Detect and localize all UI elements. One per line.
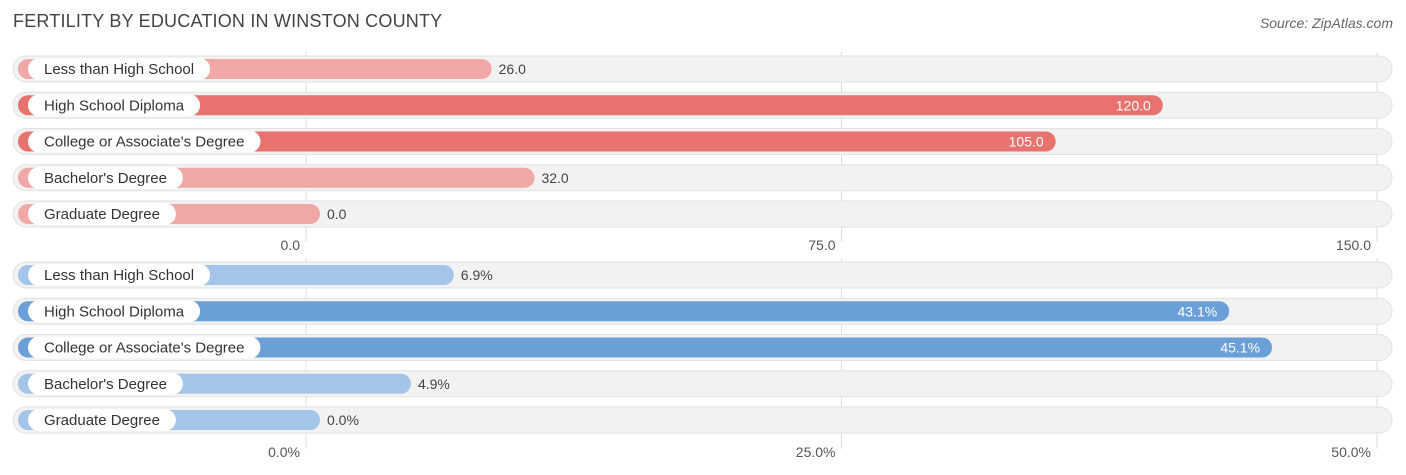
tick-label: 0.0 xyxy=(281,237,301,253)
tick-label: 0.0% xyxy=(268,444,300,460)
category-pill xyxy=(28,336,261,359)
chart-panel-2: Less than High School 6.9% High School Dip… xyxy=(12,258,1393,460)
chart-title: FERTILITY BY EDUCATION IN WINSTON COUNTY xyxy=(13,11,443,31)
value-label: 0.0% xyxy=(327,412,359,428)
category-label: Less than High School xyxy=(44,61,194,78)
bar xyxy=(18,301,1230,322)
tick-label: 50.0% xyxy=(1331,444,1371,460)
value-label: 0.0 xyxy=(327,206,347,222)
source-note: Source: ZipAtlas.com xyxy=(1259,15,1393,31)
category-pill xyxy=(28,58,211,80)
category-pill xyxy=(28,203,176,225)
category-label: Graduate Degree xyxy=(44,412,160,429)
value-label: 4.9% xyxy=(418,376,450,392)
category-label: Less than High School xyxy=(44,267,194,284)
value-label: 6.9% xyxy=(461,267,493,283)
tick-label: 75.0 xyxy=(808,237,835,253)
category-pill xyxy=(28,409,176,431)
category-pill xyxy=(28,166,183,189)
bar xyxy=(18,95,1163,116)
value-label: 45.1% xyxy=(1220,340,1260,356)
category-label: Graduate Degree xyxy=(44,206,160,223)
category-label: Bachelor's Degree xyxy=(44,376,167,393)
category-label: High School Diploma xyxy=(44,303,185,320)
category-pill xyxy=(28,264,211,286)
tick-label: 150.0 xyxy=(1336,237,1371,253)
category-pill xyxy=(28,300,201,323)
value-label: 32.0 xyxy=(541,170,568,186)
row-track xyxy=(12,200,1393,228)
row-track xyxy=(12,406,1393,434)
bar xyxy=(18,131,1056,152)
category-label: College or Associate's Degree xyxy=(44,134,244,151)
bar xyxy=(18,337,1273,358)
category-label: College or Associate's Degree xyxy=(44,340,244,357)
category-pill xyxy=(28,94,201,117)
chart-panel-1: Less than High School 26.0 High School Dip… xyxy=(12,52,1393,253)
value-label: 105.0 xyxy=(1009,134,1044,150)
category-label: High School Diploma xyxy=(44,97,185,114)
value-label: 120.0 xyxy=(1116,97,1151,113)
category-pill xyxy=(28,372,183,395)
tick-label: 25.0% xyxy=(796,444,836,460)
value-label: 43.1% xyxy=(1177,303,1217,319)
category-pill xyxy=(28,130,261,153)
category-label: Bachelor's Degree xyxy=(44,170,167,187)
value-label: 26.0 xyxy=(499,61,526,77)
